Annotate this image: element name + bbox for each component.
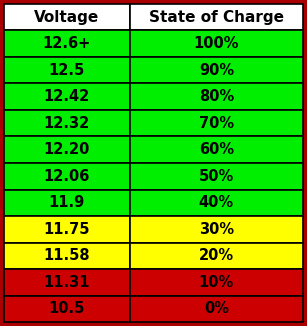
Text: 10.5: 10.5: [49, 301, 85, 316]
Text: 10%: 10%: [199, 275, 234, 290]
Bar: [130, 163, 303, 189]
Text: 11.31: 11.31: [43, 275, 90, 290]
Text: 90%: 90%: [199, 63, 234, 78]
Text: 12.6+: 12.6+: [42, 36, 91, 51]
Text: 40%: 40%: [199, 195, 234, 210]
Bar: [130, 269, 303, 296]
Text: 12.32: 12.32: [44, 116, 90, 131]
Text: Voltage: Voltage: [34, 10, 99, 25]
Bar: [130, 243, 303, 269]
Bar: [130, 137, 303, 163]
Text: 70%: 70%: [199, 116, 234, 131]
Text: 0%: 0%: [204, 301, 229, 316]
Text: 12.20: 12.20: [43, 142, 90, 157]
Bar: [4, 243, 130, 269]
Text: 100%: 100%: [194, 36, 239, 51]
Text: 11.75: 11.75: [43, 222, 90, 237]
Bar: [130, 216, 303, 243]
Text: 12.5: 12.5: [49, 63, 85, 78]
Bar: [130, 296, 303, 322]
Bar: [4, 83, 130, 110]
Bar: [4, 163, 130, 189]
Bar: [130, 110, 303, 137]
Bar: [4, 30, 130, 57]
Text: 11.9: 11.9: [49, 195, 85, 210]
Text: 50%: 50%: [199, 169, 234, 184]
Bar: [4, 216, 130, 243]
Bar: [4, 296, 130, 322]
Text: 80%: 80%: [199, 89, 234, 104]
Bar: [4, 110, 130, 137]
Bar: [130, 30, 303, 57]
Bar: [4, 4, 130, 30]
Bar: [130, 4, 303, 30]
Text: 12.42: 12.42: [44, 89, 90, 104]
Text: 20%: 20%: [199, 248, 234, 263]
Text: 12.06: 12.06: [43, 169, 90, 184]
Bar: [4, 137, 130, 163]
Text: 30%: 30%: [199, 222, 234, 237]
Text: State of Charge: State of Charge: [149, 10, 284, 25]
Text: 11.58: 11.58: [43, 248, 90, 263]
Bar: [4, 189, 130, 216]
Bar: [4, 57, 130, 83]
Bar: [130, 189, 303, 216]
Bar: [4, 269, 130, 296]
Bar: [130, 83, 303, 110]
Text: 60%: 60%: [199, 142, 234, 157]
Bar: [130, 57, 303, 83]
